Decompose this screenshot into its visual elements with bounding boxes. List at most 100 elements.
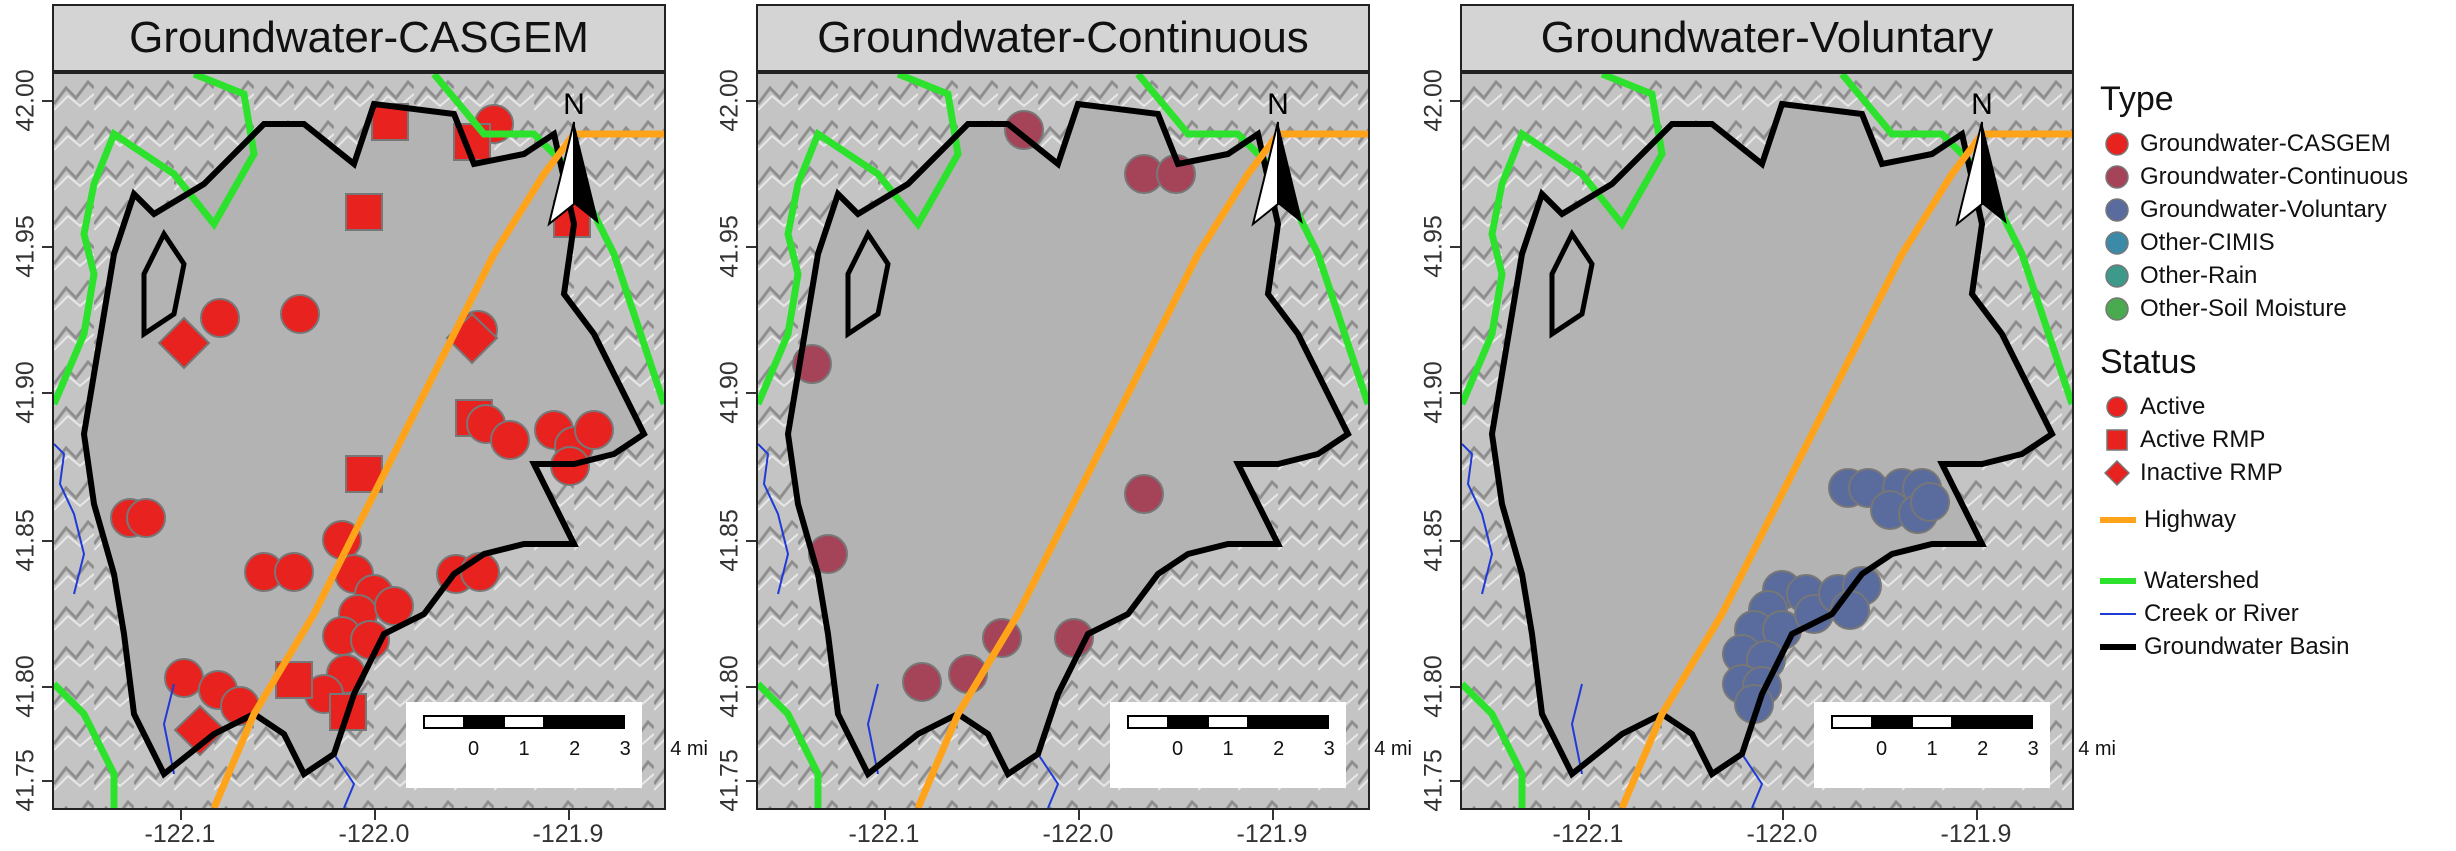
latitude-tick-mark <box>1450 540 1460 542</box>
scale-label: 2 <box>1273 738 1285 760</box>
longitude-tick-label: -122.0 <box>1042 820 1114 848</box>
legend-label: Groundwater-CASGEM <box>2140 129 2391 157</box>
legend-type-item: Groundwater-Continuous <box>2100 160 2450 193</box>
legend-status-title: Status <box>2100 343 2197 381</box>
scale-label: 2 <box>569 738 581 760</box>
legend-label: Inactive RMP <box>2140 458 2283 486</box>
panel-title: Groundwater-Voluntary <box>1460 4 2074 72</box>
map-panel-casgem: Groundwater-CASGEM <box>52 4 670 810</box>
legend-label: Other-CIMIS <box>2140 228 2275 256</box>
latitude-tick-mark <box>746 686 756 688</box>
longitude-tick-label: -122.1 <box>848 820 920 848</box>
legend-circle-icon <box>2100 261 2134 291</box>
latitude-tick-mark <box>746 540 756 542</box>
legend-line-item: Groundwater Basin <box>2100 630 2450 663</box>
longitude-tick-mark <box>1782 810 1784 820</box>
latitude-tick-label: 42.00 <box>11 69 40 132</box>
legend-line-icon <box>2100 516 2136 523</box>
legend-circle-icon <box>2100 392 2134 422</box>
legend-type-item: Groundwater-CASGEM <box>2100 127 2450 160</box>
latitude-tick-label: 41.75 <box>1419 749 1448 812</box>
latitude-tick-mark <box>746 392 756 394</box>
latitude-tick-label: 41.90 <box>1419 361 1448 424</box>
latitude-tick-label: 41.75 <box>715 749 744 812</box>
latitude-tick-mark <box>1450 246 1460 248</box>
legend-diamond-icon <box>2100 458 2134 488</box>
map-panel-voluntary: Groundwater-Voluntary <box>1460 4 2078 810</box>
longitude-tick-label: -122.0 <box>338 820 410 848</box>
legend-label: Active <box>2140 392 2206 420</box>
legend-label: Highway <box>2144 505 2237 533</box>
scale-label: 2 <box>1977 738 1989 760</box>
legend-circle-icon <box>2100 162 2134 192</box>
scale-label: 1 <box>1926 738 1938 760</box>
legend-circle-icon <box>2100 294 2134 324</box>
latitude-tick-label: 41.80 <box>715 655 744 718</box>
scale-label: 0 <box>1172 738 1184 760</box>
latitude-tick-mark <box>746 100 756 102</box>
legend-line-icon <box>2100 577 2136 584</box>
legend-type-item: Other-Soil Moisture <box>2100 292 2450 325</box>
scale-label: 0 <box>1876 738 1888 760</box>
latitude-tick-label: 41.90 <box>11 361 40 424</box>
latitude-tick-mark <box>42 686 52 688</box>
scale-bar-labels: 0 1 2 3 4 mi <box>1876 738 2116 761</box>
legend-line-icon <box>2100 612 2136 615</box>
latitude-tick-mark <box>42 540 52 542</box>
legend-label: Creek or River <box>2144 599 2299 627</box>
scale-label: 3 <box>619 738 631 760</box>
legend-square-icon <box>2100 425 2134 455</box>
legend-type-item: Other-CIMIS <box>2100 226 2450 259</box>
latitude-tick-label: 41.85 <box>11 509 40 572</box>
legend-line-item: Creek or River <box>2100 597 2450 630</box>
latitude-tick-mark <box>42 780 52 782</box>
longitude-tick-label: -121.9 <box>532 820 604 848</box>
latitude-tick-mark <box>42 246 52 248</box>
latitude-tick-mark <box>42 100 52 102</box>
latitude-tick-label: 41.95 <box>11 215 40 278</box>
latitude-tick-label: 41.80 <box>1419 655 1448 718</box>
legend-label: Other-Rain <box>2140 261 2258 289</box>
latitude-tick-mark <box>42 392 52 394</box>
latitude-tick-label: 41.75 <box>11 749 40 812</box>
map-panel-continuous: Groundwater-Continuous <box>756 4 1374 810</box>
latitude-tick-mark <box>1450 780 1460 782</box>
latitude-tick-label: 42.00 <box>715 69 744 132</box>
scale-label: 1 <box>518 738 530 760</box>
latitude-tick-mark <box>1450 392 1460 394</box>
latitude-tick-mark <box>746 246 756 248</box>
latitude-tick-mark <box>1450 686 1460 688</box>
latitude-tick-label: 41.85 <box>1419 509 1448 572</box>
legend: Type Groundwater-CASGEM Groundwater-Conti… <box>2100 80 2450 663</box>
longitude-tick-mark <box>884 810 886 820</box>
legend-line-icon <box>2100 643 2136 650</box>
scale-label: 4 mi <box>2078 738 2116 760</box>
longitude-tick-label: -122.1 <box>144 820 216 848</box>
legend-label: Groundwater-Continuous <box>2140 162 2409 190</box>
scale-bar-labels: 0 1 2 3 4 mi <box>468 738 708 761</box>
longitude-tick-mark <box>1588 810 1590 820</box>
latitude-tick-label: 41.85 <box>715 509 744 572</box>
longitude-tick-mark <box>1078 810 1080 820</box>
scale-label: 3 <box>2027 738 2039 760</box>
latitude-tick-label: 41.90 <box>715 361 744 424</box>
longitude-tick-label: -122.0 <box>1746 820 1818 848</box>
legend-type-item: Other-Rain <box>2100 259 2450 292</box>
longitude-tick-mark <box>568 810 570 820</box>
legend-circle-icon <box>2100 129 2134 159</box>
longitude-tick-mark <box>374 810 376 820</box>
panel-title: Groundwater-Continuous <box>756 4 1370 72</box>
longitude-tick-label: -121.9 <box>1940 820 2012 848</box>
map-area[interactable] <box>52 72 666 810</box>
legend-line-item: Watershed <box>2100 564 2450 597</box>
longitude-tick-label: -122.1 <box>1552 820 1624 848</box>
latitude-tick-label: 42.00 <box>1419 69 1448 132</box>
legend-label: Watershed <box>2144 566 2260 594</box>
legend-circle-icon <box>2100 228 2134 258</box>
legend-status-item: Active <box>2100 390 2450 423</box>
legend-label: Groundwater-Voluntary <box>2140 195 2387 223</box>
longitude-tick-label: -121.9 <box>1236 820 1308 848</box>
map-area[interactable] <box>756 72 1370 810</box>
legend-status-item: Active RMP <box>2100 423 2450 456</box>
map-area[interactable] <box>1460 72 2074 810</box>
